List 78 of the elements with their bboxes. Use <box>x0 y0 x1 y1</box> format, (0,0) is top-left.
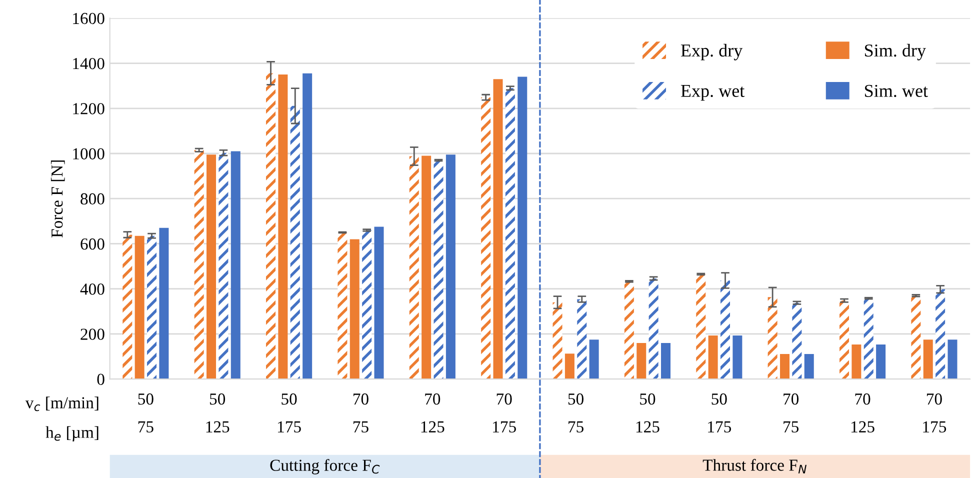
bar <box>194 150 204 380</box>
y-tick-label: 1000 <box>73 148 104 160</box>
bar <box>839 300 849 380</box>
legend-label: Sim. dry <box>865 44 926 60</box>
bar <box>278 74 288 380</box>
bar <box>493 79 503 380</box>
bar <box>290 106 300 380</box>
bar <box>266 73 276 380</box>
bar <box>648 278 658 380</box>
bar <box>302 73 312 380</box>
bar <box>589 340 599 380</box>
bar <box>481 97 491 380</box>
x-tick-label: 70 125 <box>421 393 444 433</box>
bar <box>518 76 528 380</box>
bar <box>147 236 157 380</box>
bar <box>505 88 515 380</box>
bar <box>936 289 946 380</box>
bar <box>864 298 874 380</box>
bar <box>422 156 432 380</box>
bar <box>230 151 240 380</box>
bar <box>374 226 384 380</box>
bar <box>338 232 348 380</box>
bar <box>218 152 228 380</box>
y-tick-label: 600 <box>80 238 104 250</box>
x-tick-label: 70 175 <box>493 393 516 433</box>
bar <box>624 281 634 380</box>
bar <box>636 342 646 380</box>
bar <box>134 236 144 380</box>
x-tick-label: 50 125 <box>206 393 230 433</box>
y-tick-label: 1600 <box>73 12 104 24</box>
x-tick-label: 70 125 <box>851 393 874 433</box>
bar <box>661 342 671 380</box>
x-tick-label: 70 175 <box>923 393 946 433</box>
y-tick-label: 0 <box>97 374 104 385</box>
y-tick-label: 200 <box>80 328 104 340</box>
x-tick-label: 50 125 <box>636 393 660 433</box>
bar <box>720 280 730 380</box>
x-tick-label: 50 75 <box>138 393 154 433</box>
bar <box>732 336 742 380</box>
text: h$_{e}$ [µm] <box>46 426 98 442</box>
bar <box>792 302 802 380</box>
bar <box>804 354 814 380</box>
legend-label: Exp. dry <box>680 44 743 60</box>
bar <box>122 234 132 380</box>
text: Cutting force F$_{C}$ <box>270 459 380 474</box>
bar <box>923 340 933 380</box>
bar <box>446 154 456 380</box>
text: v$_{c}$ [m/min] <box>25 396 98 412</box>
y-tick-label: 1200 <box>73 103 104 114</box>
bar <box>852 344 862 380</box>
bar <box>564 354 574 380</box>
bar <box>708 336 718 380</box>
bar <box>696 274 706 380</box>
x-tick-label: 50 75 <box>568 393 584 433</box>
x-tick-label: 50 175 <box>278 393 301 433</box>
bar <box>409 156 419 380</box>
bar <box>159 228 169 380</box>
bar <box>434 160 444 380</box>
x-tick-label: 70 75 <box>354 393 368 433</box>
legend-label: Sim. wet <box>865 84 928 98</box>
bar <box>552 302 562 380</box>
y-axis-title: Force F [N] <box>50 160 65 238</box>
x-tick-label: 70 75 <box>784 393 799 433</box>
bar <box>768 297 778 380</box>
legend-label: Exp. wet <box>680 84 745 101</box>
bar <box>577 299 587 380</box>
bar <box>350 239 360 380</box>
x-tick-label: 50 175 <box>708 393 732 433</box>
text: Thrust force F$_{N}$ <box>702 458 807 474</box>
y-tick-label: 800 <box>80 193 104 205</box>
bar <box>911 296 921 380</box>
bar <box>362 230 372 380</box>
bar <box>948 340 958 380</box>
bar <box>876 344 886 380</box>
bar <box>780 354 790 380</box>
y-tick-label: 1400 <box>73 58 104 70</box>
y-tick-label: 400 <box>80 284 104 295</box>
bar <box>206 154 216 380</box>
